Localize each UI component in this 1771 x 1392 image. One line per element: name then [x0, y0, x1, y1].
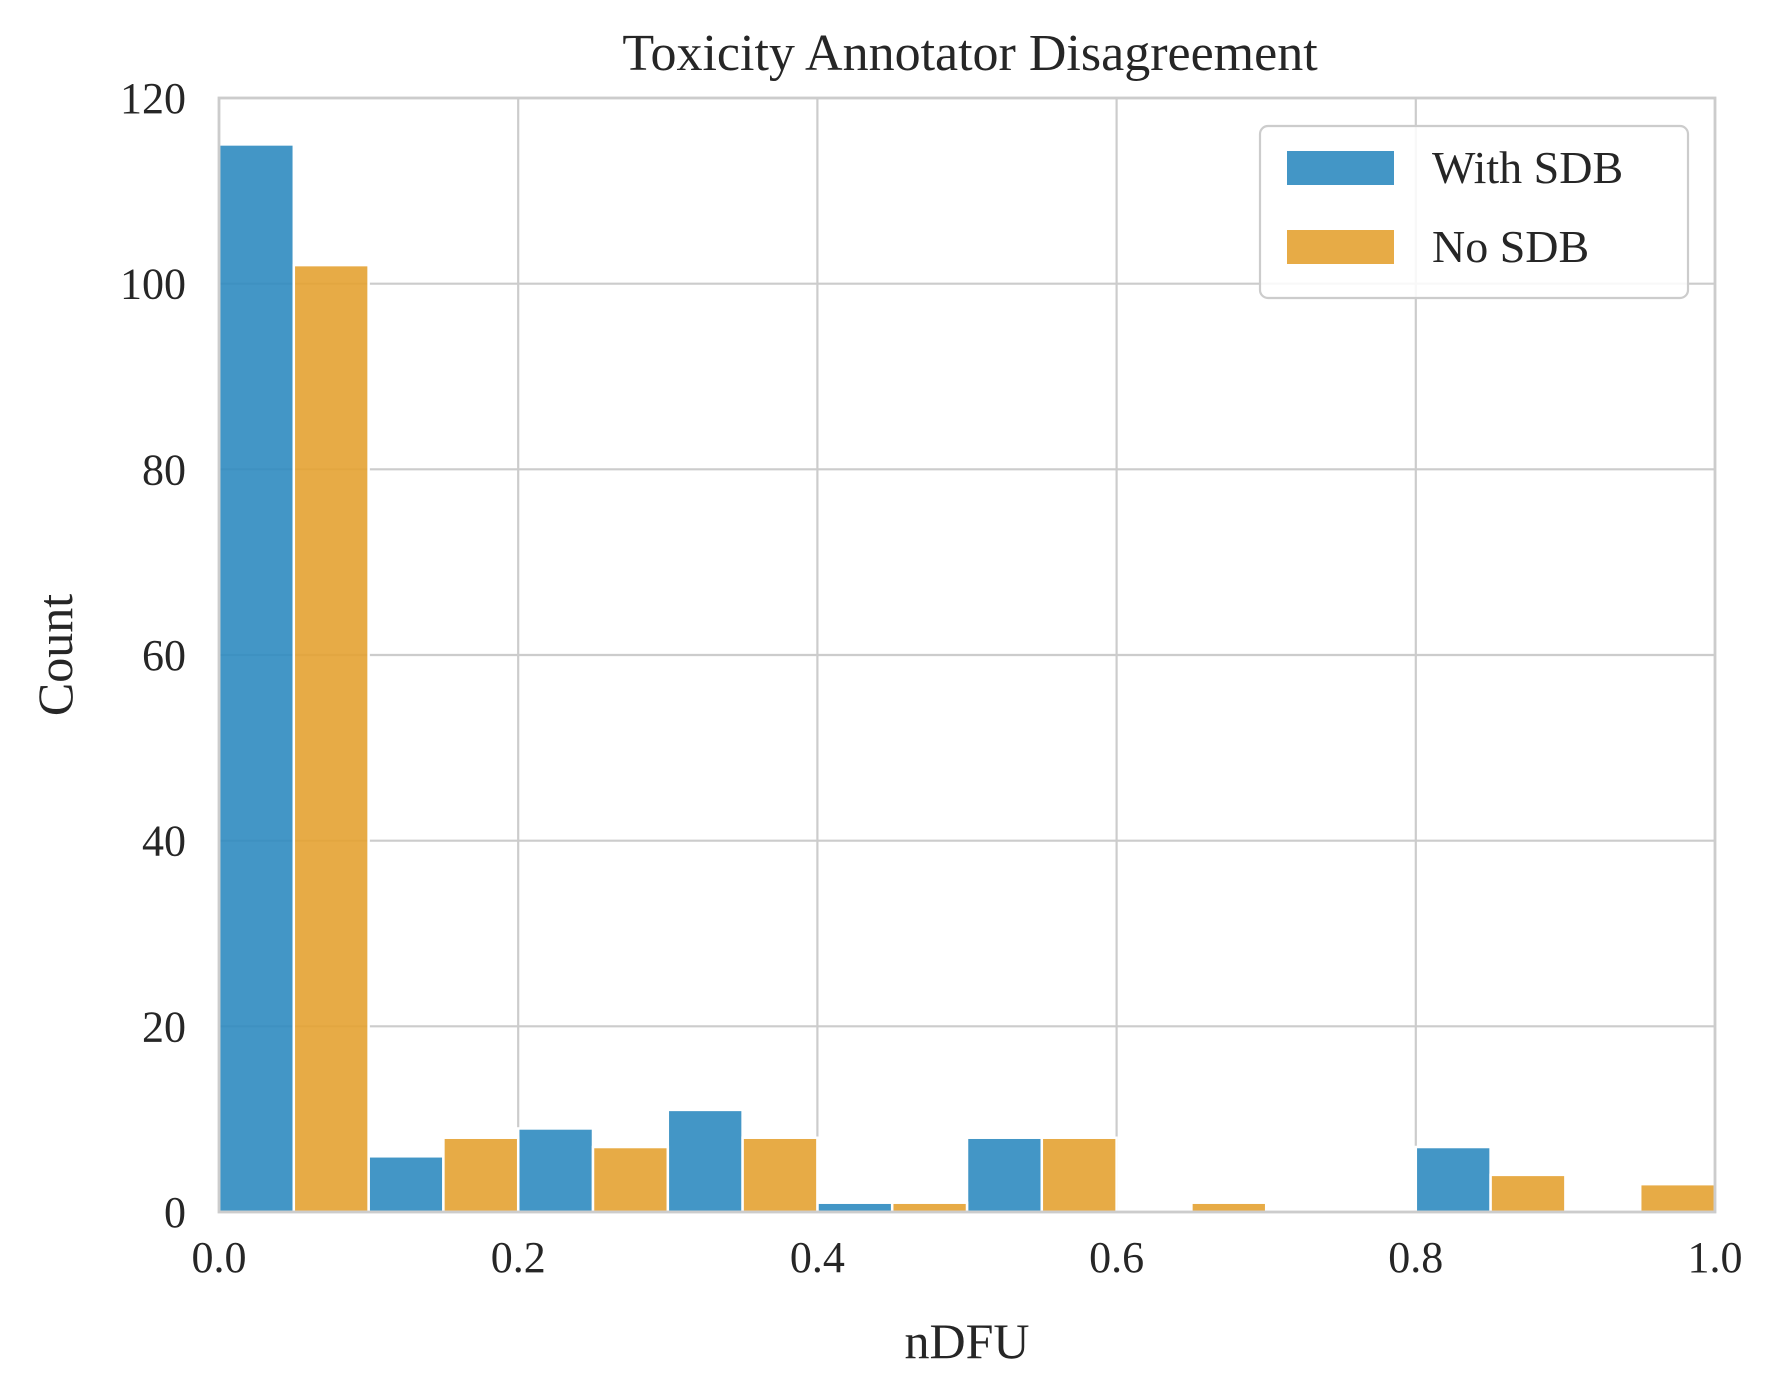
x-tick-label: 0.2 [491, 1233, 546, 1282]
y-axis-title: Count [27, 594, 83, 716]
y-tick-label: 100 [120, 260, 186, 309]
histogram-bar [1040, 1136, 1118, 1214]
x-tick-label: 1.0 [1688, 1233, 1743, 1282]
legend-swatch [1287, 151, 1394, 185]
x-tick-label: 0.6 [1089, 1233, 1144, 1282]
x-tick-label: 0.0 [192, 1233, 247, 1282]
x-tick-labels: 0.0 0.2 0.4 0.6 0.8 1.0 [192, 1233, 1743, 1282]
histogram-bar [1414, 1145, 1492, 1214]
grid-lines [217, 96, 1717, 1214]
histogram-bar [217, 143, 296, 1214]
legend: With SDB No SDB [1258, 124, 1690, 300]
histogram-bar [442, 1136, 520, 1214]
chart-title: Toxicity Annotator Disagreement [622, 25, 1318, 82]
y-tick-label: 0 [164, 1188, 186, 1237]
y-tick-label: 80 [142, 445, 186, 494]
histogram-bar [741, 1136, 819, 1214]
plot-frame [217, 96, 1717, 1214]
x-axis-title: nDFU [904, 1313, 1029, 1369]
y-tick-label: 120 [120, 74, 186, 123]
histogram-bar [666, 1108, 744, 1214]
y-tick-label: 40 [142, 817, 186, 866]
histogram-bar [516, 1127, 595, 1214]
histogram-bar [1489, 1173, 1567, 1214]
histogram-bar [1638, 1182, 1717, 1214]
legend-swatch [1287, 230, 1394, 264]
histogram-bar [965, 1136, 1044, 1214]
histogram-bar [591, 1145, 670, 1214]
x-tick-label: 0.4 [790, 1233, 845, 1282]
legend-label: No SDB [1432, 221, 1589, 272]
legend-label: With SDB [1432, 142, 1623, 193]
histogram-bars [217, 143, 1717, 1214]
histogram-bar [292, 263, 370, 1214]
y-tick-labels: 0 20 40 60 80 100 120 [120, 74, 186, 1237]
y-tick-label: 60 [142, 631, 186, 680]
histogram-bar [367, 1155, 445, 1214]
y-tick-label: 20 [142, 1002, 186, 1051]
x-tick-label: 0.8 [1388, 1233, 1443, 1282]
